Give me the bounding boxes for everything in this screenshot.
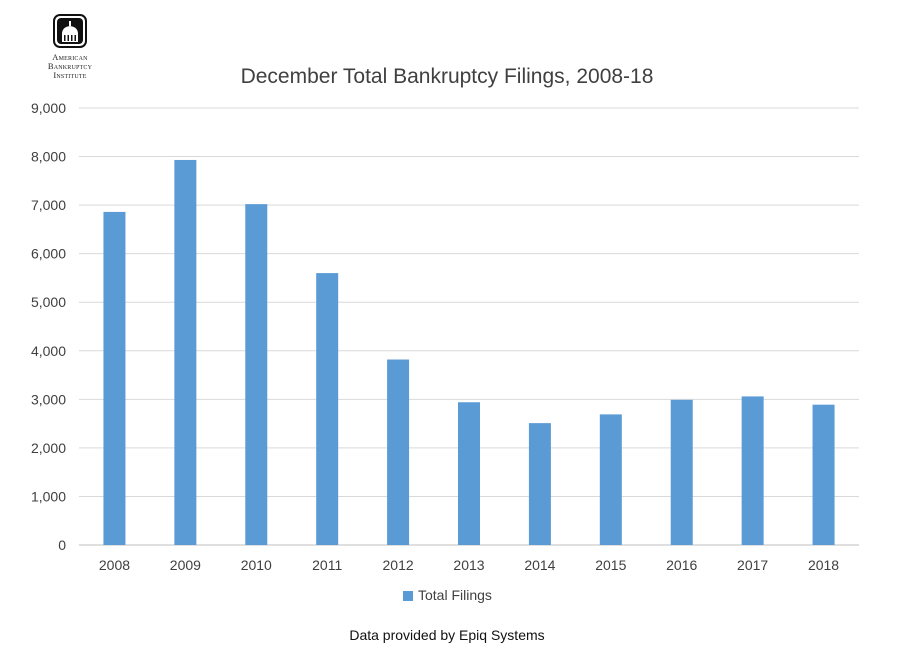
x-tick-label: 2010: [241, 557, 272, 573]
y-tick-label: 5,000: [31, 294, 66, 310]
x-tick-label: 2012: [383, 557, 414, 573]
x-tick-label: 2008: [99, 557, 130, 573]
x-tick-label: 2013: [453, 557, 484, 573]
y-tick-label: 4,000: [31, 343, 66, 359]
abi-logo: American Bankruptcy Institute: [40, 14, 100, 80]
bar: [174, 159, 197, 545]
x-tick-label: 2018: [808, 557, 839, 573]
chart-title: December Total Bankruptcy Filings, 2008-…: [241, 65, 654, 88]
legend-swatch: [403, 591, 413, 601]
source-note: Data provided by Epiq Systems: [349, 627, 544, 643]
bar: [245, 204, 268, 545]
x-tick-label: 2014: [524, 557, 555, 573]
logo-line: Bankruptcy: [47, 61, 93, 71]
bar: [387, 359, 410, 545]
y-tick-label: 9,000: [31, 100, 66, 116]
y-tick-label: 2,000: [31, 440, 66, 456]
bar: [670, 399, 693, 545]
bar: [103, 211, 126, 546]
logo-line: Institute: [53, 70, 87, 80]
bar: [316, 273, 339, 545]
bar: [599, 414, 622, 545]
logo-text: American Bankruptcy Institute: [40, 53, 100, 80]
y-tick-label: 6,000: [31, 246, 66, 262]
logo-line: American: [52, 52, 88, 62]
y-tick-label: 7,000: [31, 197, 66, 213]
bars: [103, 159, 835, 546]
legend: Total Filings: [403, 587, 492, 603]
bar: [458, 402, 480, 545]
bar: [812, 404, 835, 545]
x-tick-label: 2015: [595, 557, 626, 573]
y-axis-tick-labels: 0 1,000 2,000 3,000 4,000 5,000 6,000 7,000 8,00…: [31, 100, 66, 553]
y-tick-label: 3,000: [31, 391, 66, 407]
y-tick-label: 1,000: [31, 488, 66, 504]
y-tick-label: 8,000: [31, 149, 66, 165]
y-tick-label: 0: [58, 537, 66, 553]
gridlines: [79, 107, 859, 546]
legend-label: Total Filings: [418, 587, 492, 603]
x-axis-tick-labels: 2008 2009 2010 2011 2012 2013 2014 2015 2016 2017…: [99, 557, 839, 573]
x-tick-label: 2011: [312, 557, 342, 573]
x-tick-label: 2017: [737, 557, 768, 573]
x-tick-label: 2009: [170, 557, 201, 573]
capitol-dome-icon: [53, 14, 87, 48]
bar: [528, 423, 551, 545]
x-tick-label: 2016: [666, 557, 697, 573]
bar: [741, 396, 764, 545]
